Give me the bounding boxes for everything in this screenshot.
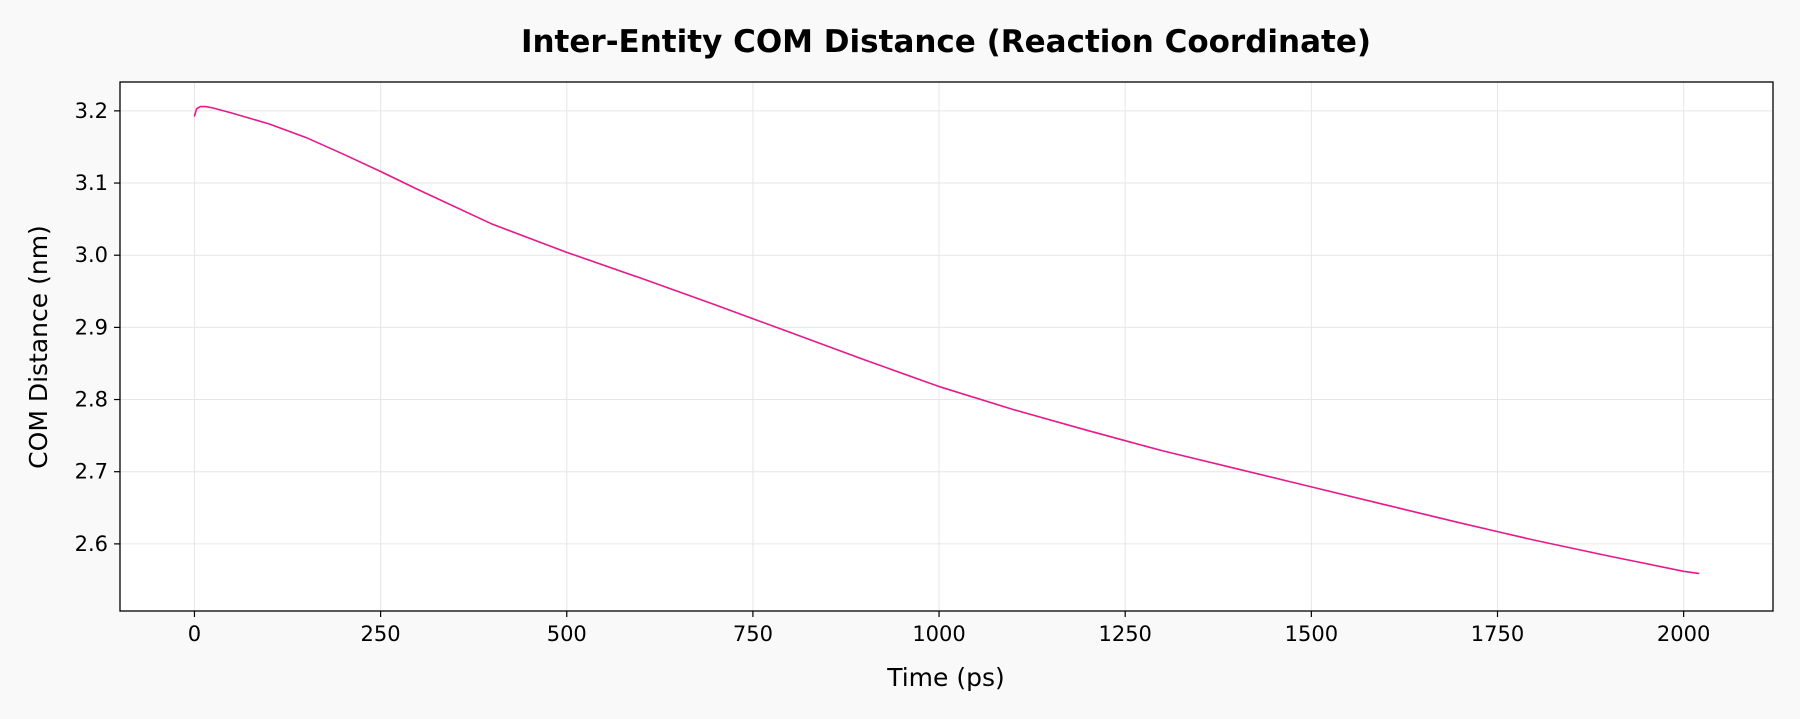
grid-lines	[120, 82, 1773, 611]
y-axis-label: COM Distance (nm)	[24, 225, 53, 469]
x-axis-label: Time (ps)	[886, 663, 1005, 692]
x-tick-label: 1000	[912, 622, 965, 646]
x-tick-label: 2000	[1657, 622, 1710, 646]
plot-frame	[119, 81, 1774, 612]
y-tick-label: 2.6	[75, 532, 108, 556]
x-tick-label: 0	[188, 622, 201, 646]
x-tick-label: 500	[547, 622, 587, 646]
y-tick-label: 3.1	[75, 171, 108, 195]
x-tick-label: 250	[361, 622, 401, 646]
chart-title: Inter-Entity COM Distance (Reaction Coor…	[521, 24, 1371, 60]
com-distance-series-line	[193, 105, 1700, 575]
y-tick-label: 2.9	[75, 315, 108, 339]
x-tick-label: 1750	[1471, 622, 1524, 646]
y-tick-label: 2.7	[75, 460, 108, 484]
x-tick-label: 1250	[1098, 622, 1151, 646]
y-tick-label: 2.8	[75, 388, 108, 412]
series-layer	[193, 105, 1700, 575]
y-tick-label: 3.0	[75, 243, 108, 267]
axis-ticks: 0 250 500 750 1000 1250 1500 1750 2000 2.6 2.7 2.8 2…	[75, 99, 1711, 646]
x-tick-label: 750	[733, 622, 773, 646]
x-tick-label: 1500	[1285, 622, 1338, 646]
y-tick-label: 3.2	[75, 99, 108, 123]
plot-area	[120, 82, 1773, 611]
